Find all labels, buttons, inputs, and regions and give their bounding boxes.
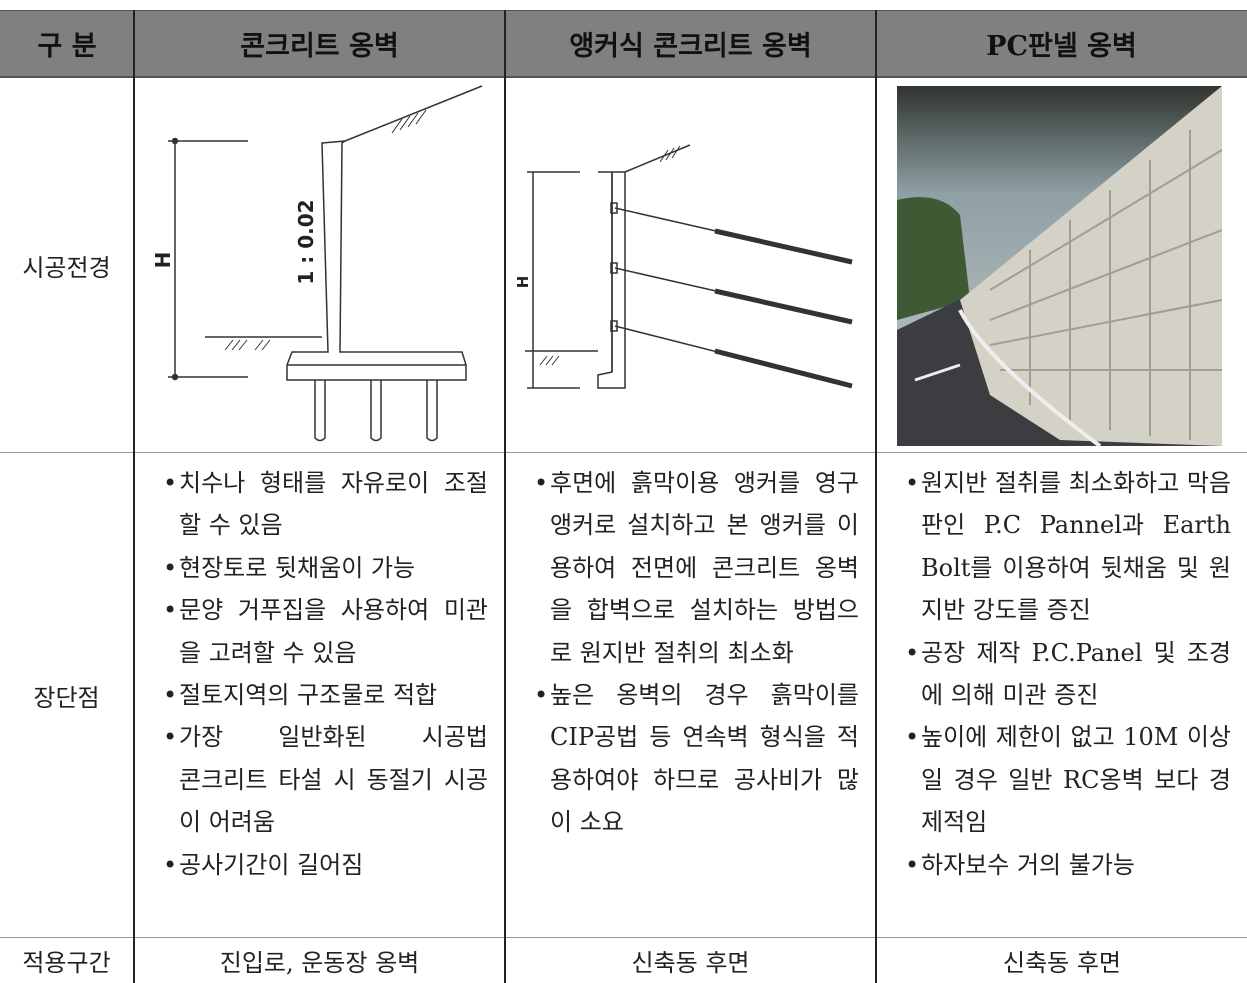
bullet-text: 문양 거푸집을 사용하여 미관을 고려할 수 있음 [179, 596, 488, 667]
bullet-text: 하자보수 거의 불가능 [921, 850, 1135, 879]
cell-text: 진입로, 운동장 옹벽 [219, 949, 420, 977]
bullet-text: 절토지역의 구조물로 적합 [179, 681, 438, 710]
bullet-text: 콘크리트 타설 시 동절기 시공이 어려움 [179, 765, 488, 837]
pc-panel-photo [897, 86, 1223, 448]
rule [0, 452, 1247, 453]
rule [0, 76, 1247, 78]
diagram-label: H [151, 252, 175, 269]
bullet-list: 후면에 흙막이용 앵커를 영구앵커로 설치하고 본 앵커를 이용하여 전면에 콘… [506, 462, 875, 844]
diagram-label: 1 : 0.02 [294, 199, 318, 284]
bullet-text: 현장토로 뒷채움이 가능 [179, 553, 416, 582]
bullet: 절토지역의 구조물로 적합 [151, 674, 488, 717]
anchor-wall-diagram: H [514, 144, 853, 389]
bullet-text: 가장 일반화된 시공법 [179, 723, 488, 752]
bullet-text: 치수나 형태를 자유로이 조절할 수 있음 [179, 469, 488, 540]
bullet-text: 높은 옹벽의 경우 흙막이를 CIP공법 등 연속벽 형식을 적용하여야 하므로… [550, 681, 859, 837]
bullet: 하자보수 거의 불가능 [893, 844, 1231, 887]
row-label: 시공전경 [22, 253, 111, 282]
bullet: 현장토로 뒷채움이 가능 [151, 547, 488, 590]
bullet-text: 원지반 절취를 최소화하고 막음판인 P.C Pannel과 Earth Bol… [921, 469, 1231, 625]
bullet: 높은 옹벽의 경우 흙막이를 CIP공법 등 연속벽 형식을 적용하여야 하므로… [522, 674, 859, 844]
cell-text: 신축동 후면 [631, 949, 750, 977]
concrete-wall-diagram: H 1 : 0.02 [151, 85, 483, 442]
column-rule [133, 10, 135, 983]
header-cell: 콘크리트 옹벽 [134, 10, 505, 76]
rule [0, 937, 1247, 938]
cell-text: 신축동 후면 [1002, 949, 1122, 977]
bullet: 문양 거푸집을 사용하여 미관을 고려할 수 있음 [151, 589, 488, 674]
bullet-list: 치수나 형태를 자유로이 조절할 수 있음현장토로 뒷채움이 가능문양 거푸집을… [135, 462, 504, 886]
header-cell: 앵커식 콘크리트 옹벽 [505, 10, 876, 76]
bullet-text: 높이에 제한이 없고 10M 이상일 경우 일반 RC옹벽 보다 경제적임 [921, 723, 1231, 837]
column-rule [504, 10, 506, 983]
rule [0, 10, 1247, 11]
column-rule [875, 10, 877, 983]
bullet: 치수나 형태를 자유로이 조절할 수 있음 [151, 462, 488, 547]
bullet: 후면에 흙막이용 앵커를 영구앵커로 설치하고 본 앵커를 이용하여 전면에 콘… [522, 462, 859, 674]
bullet: 공장 제작 P.C.Panel 및 조경에 의해 미관 증진 [893, 632, 1231, 717]
bullet-text: 후면에 흙막이용 앵커를 영구앵커로 설치하고 본 앵커를 이용하여 전면에 콘… [550, 469, 859, 667]
bullet: 공사기간이 길어짐 [151, 844, 488, 887]
row-label: 적용구간 [22, 949, 111, 977]
diagram-label: H [514, 276, 532, 289]
row-label: 장단점 [33, 683, 100, 712]
header-cell: 구 분 [0, 10, 134, 76]
bullet-text: 공사기간이 길어짐 [179, 850, 364, 879]
bullet-text: 공장 제작 P.C.Panel 및 조경에 의해 미관 증진 [921, 638, 1231, 710]
header-cell: PC판넬 옹벽 [876, 10, 1247, 76]
bullet: 원지반 절취를 최소화하고 막음판인 P.C Pannel과 Earth Bol… [893, 462, 1231, 632]
bullet: 높이에 제한이 없고 10M 이상일 경우 일반 RC옹벽 보다 경제적임 [893, 716, 1231, 843]
bullet-list: 원지반 절취를 최소화하고 막음판인 P.C Pannel과 Earth Bol… [877, 462, 1247, 886]
